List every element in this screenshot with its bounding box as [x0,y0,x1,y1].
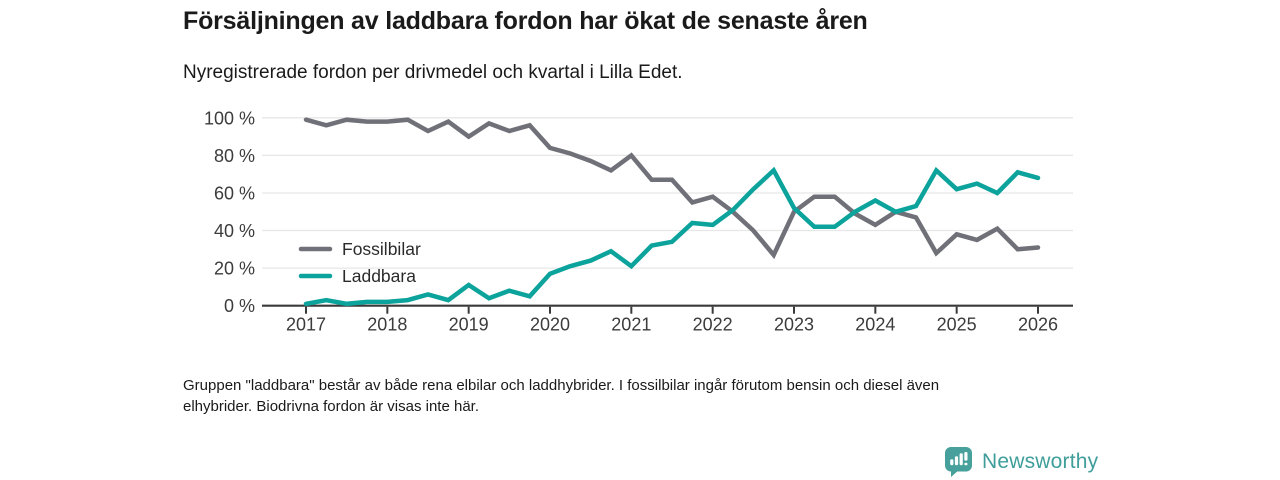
x-tick-label: 2025 [937,315,977,335]
newsworthy-logo-text: Newsworthy [982,450,1099,473]
y-tick-label: 60 % [214,184,255,204]
series-line-fossilbilar [303,117,1041,260]
x-tick-label: 2023 [774,315,814,335]
x-tick-label: 2019 [449,315,489,335]
x-tick-label: 2022 [693,315,733,335]
x-tick-label: 2024 [855,315,895,335]
chart-footnote: Gruppen "laddbara" består av både rena e… [183,377,940,415]
legend-label-fossilbilar: Fossilbilar [342,239,421,259]
y-tick-label: 20 % [214,259,255,279]
x-tick-label: 2018 [367,315,407,335]
newsworthy-logo-icon [945,447,972,477]
legend-label-laddbara: Laddbara [342,266,416,286]
x-tick-label: 2020 [530,315,570,335]
y-tick-label: 100 % [204,108,255,128]
chart-title: Försäljningen av laddbara fordon har öka… [183,7,868,35]
y-tick-label: 40 % [214,221,255,241]
chart-subtitle: Nyregistrerade fordon per drivmedel och … [183,62,683,83]
newsworthy-logo: Newsworthy [944,446,1098,478]
y-tick-label: 0 % [224,296,255,316]
x-tick-label: 2017 [286,315,326,335]
x-tick-label: 2021 [611,315,651,335]
x-tick-label: 2026 [1018,315,1058,335]
series-line-laddbara [303,166,1041,307]
y-tick-label: 80 % [214,146,255,166]
